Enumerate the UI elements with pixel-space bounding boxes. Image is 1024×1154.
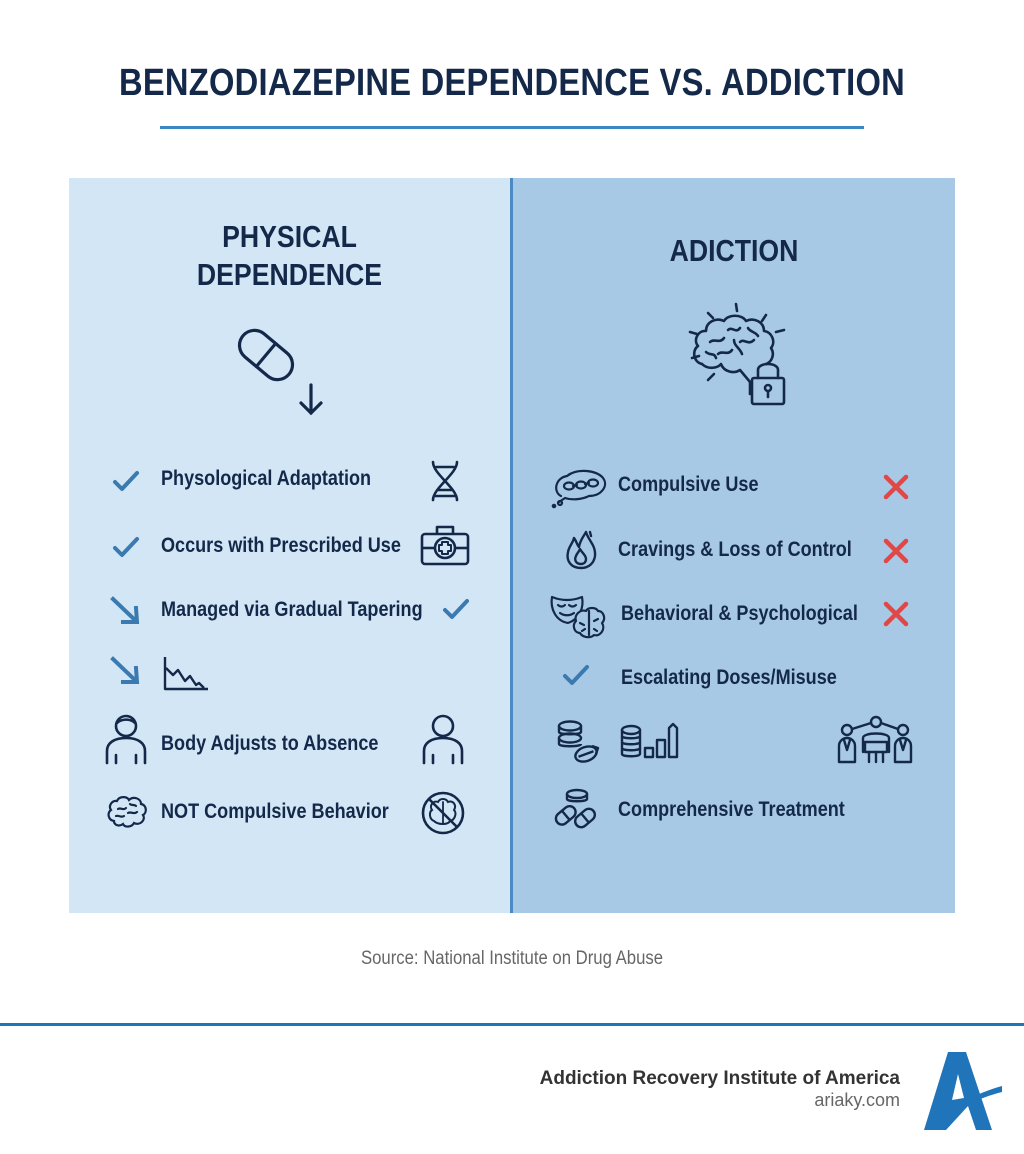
pill-stack-icon — [556, 720, 600, 764]
org-url[interactable]: ariaky.com — [814, 1090, 900, 1110]
panel-divider — [510, 178, 513, 913]
list-item-label: Behavioral & Psychological — [621, 602, 858, 625]
mask-brain-icon — [550, 593, 606, 639]
coins-bar-chart-icon — [620, 722, 682, 760]
physical-dependence-heading: PHYSICAL DEPENDENCE — [100, 218, 479, 294]
arrow-down-right-icon — [110, 656, 142, 686]
no-brain-icon — [420, 790, 466, 836]
dna-icon — [430, 460, 460, 502]
footer-rule — [0, 1023, 1024, 1026]
title-underline — [160, 126, 864, 129]
list-item-label: Body Adjusts to Absence — [161, 732, 379, 755]
heading-line-2: DEPENDENCE — [196, 257, 383, 292]
cross-icon — [883, 538, 909, 564]
addiction-heading: ADICTION — [669, 233, 799, 268]
list-item-label: Occurs with Prescribed Use — [161, 534, 401, 557]
list-item-label: Escalating Doses/Misuse — [621, 666, 837, 689]
page-title: BENZODIAZEPINE DEPENDENCE VS. ADDICTION — [118, 62, 905, 104]
flame-icon — [564, 530, 598, 570]
cross-icon — [883, 474, 909, 500]
check-icon — [562, 664, 590, 686]
pill-down-arrow-icon — [232, 320, 327, 420]
team-icon — [837, 715, 915, 764]
brain-icon — [106, 795, 148, 829]
cross-icon — [883, 601, 909, 627]
declining-chart-icon — [163, 656, 209, 692]
brain-lock-icon — [688, 302, 788, 408]
person-icon — [104, 713, 148, 765]
arrow-down-right-icon — [110, 596, 142, 626]
org-name: Addiction Recovery Institute of America — [539, 1068, 900, 1089]
check-icon — [442, 598, 470, 620]
addiction-panel — [513, 178, 955, 913]
list-item-label: Compulsive Use — [618, 473, 759, 496]
chain-speech-bubble-icon — [551, 468, 607, 509]
pills-icon — [553, 788, 597, 830]
heading-line-1: PHYSICAL — [222, 219, 357, 254]
source-note: Source: National Institute on Drug Abuse — [360, 948, 664, 969]
list-item-label: Cravings & Loss of Control — [618, 538, 852, 561]
check-icon — [112, 536, 140, 558]
check-icon — [112, 470, 140, 492]
list-item-label: NOT Compulsive Behavior — [161, 800, 389, 823]
person-icon — [421, 713, 465, 765]
list-item-label: Managed via Gradual Tapering — [161, 598, 423, 621]
aria-logo-icon — [918, 1050, 1004, 1141]
list-item-label: Physological Adaptation — [161, 467, 372, 490]
list-item-label: Comprehensive Treatment — [618, 798, 845, 821]
medical-kit-icon — [420, 524, 470, 566]
